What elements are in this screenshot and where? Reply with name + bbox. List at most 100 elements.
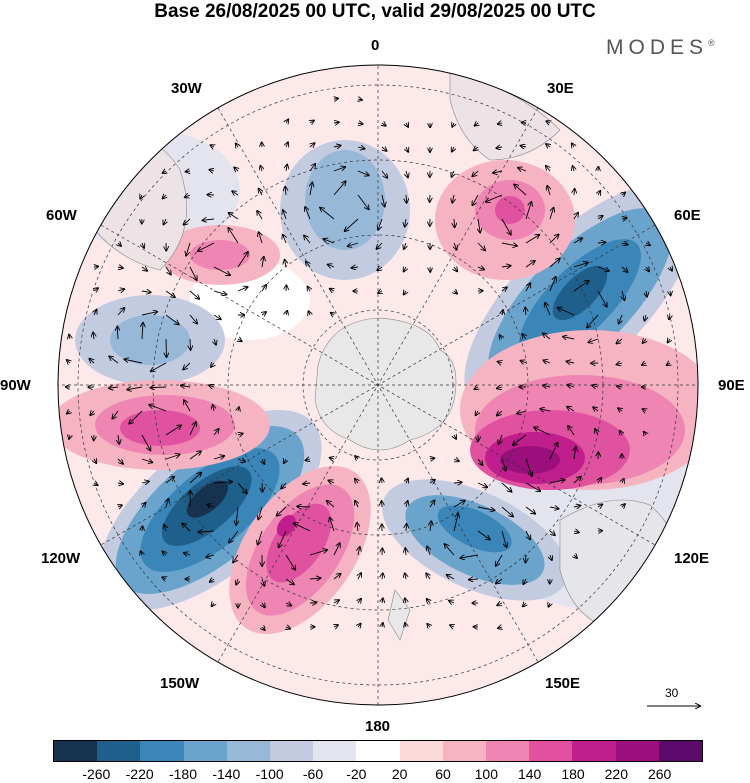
wind-arrow: [405, 218, 406, 227]
wind-arrow: [477, 267, 484, 270]
wind-arrow: [525, 283, 530, 292]
wind-arrow: [478, 458, 482, 465]
wind-arrow: [198, 242, 215, 251]
wind-arrow: [574, 213, 578, 220]
colorbar-tick-label: 140: [517, 766, 542, 782]
wind-arrow: [109, 356, 119, 364]
wind-arrow: [406, 147, 408, 152]
wind-arrow: [117, 308, 124, 316]
reference-vector: 30: [645, 686, 705, 716]
wind-arrow: [573, 477, 581, 484]
wind-arrow: [525, 202, 531, 220]
wind-arrow: [165, 290, 175, 297]
wind-arrow: [574, 531, 579, 532]
wind-arrow: [548, 603, 550, 607]
wind-arrow: [213, 482, 232, 483]
wind-arrow: [140, 195, 142, 199]
wind-arrow: [406, 478, 408, 483]
positive-anomaly-west: [58, 380, 270, 470]
wind-arrow: [355, 479, 358, 483]
wind-arrow: [521, 146, 527, 147]
wind-arrow: [166, 499, 168, 508]
wind-arrow: [236, 506, 238, 525]
wind-arrow: [238, 433, 243, 435]
wind-arrow: [260, 166, 262, 172]
wind-arrow: [597, 242, 605, 243]
wind-arrow: [309, 578, 321, 579]
wind-arrow: [622, 479, 624, 483]
wind-arrow: [377, 267, 382, 270]
wind-arrow: [493, 171, 503, 173]
colorbar-swatch: [658, 741, 703, 761]
wind-arrow: [477, 482, 487, 487]
wind-arrow: [284, 459, 286, 463]
colorbar-swatch: [615, 741, 659, 761]
wind-arrow: [358, 99, 362, 100]
wind-arrow: [558, 308, 575, 316]
wind-arrow: [469, 579, 479, 580]
wind-arrow: [213, 405, 214, 412]
wind-arrow: [117, 267, 123, 268]
wind-arrow: [670, 267, 672, 271]
lon-label-60w: 60W: [46, 207, 77, 224]
wind-arrow: [382, 623, 383, 627]
wind-arrow: [452, 123, 454, 127]
wind-arrow: [151, 362, 167, 371]
wind-arrow: [534, 427, 551, 436]
wind-arrow: [406, 123, 408, 127]
wind-arrow: [297, 506, 311, 507]
wind-arrow: [327, 501, 335, 508]
wind-arrow: [517, 411, 527, 414]
wind-arrow: [496, 578, 503, 584]
wind-arrow: [619, 314, 622, 324]
wind-arrow: [595, 429, 598, 436]
wind-arrow: [351, 267, 359, 268]
wind-arrow: [93, 332, 94, 340]
wind-arrow: [189, 451, 201, 460]
wind-arrow: [622, 192, 625, 195]
wind-arrow: [477, 530, 490, 540]
wind-arrow: [320, 208, 335, 220]
wind-arrow: [646, 290, 647, 297]
wind-arrow: [277, 506, 287, 516]
wind-arrow: [165, 314, 179, 324]
wind-arrow: [305, 207, 311, 220]
wind-arrow: [124, 359, 143, 364]
positive-anomaly-east: [460, 330, 698, 490]
wind-arrow: [430, 458, 434, 459]
wind-arrow: [186, 242, 191, 256]
wind-arrow: [382, 194, 385, 207]
wind-arrow: [210, 579, 214, 582]
wind-arrow: [404, 291, 406, 294]
wind-arrow: [616, 363, 623, 365]
wind-arrow: [94, 288, 98, 291]
wind-arrow: [669, 315, 670, 319]
wind-arrow: [587, 314, 599, 328]
wind-arrow: [426, 573, 430, 580]
wind-arrow: [189, 473, 201, 484]
wind-arrow: [323, 239, 335, 244]
lon-label-120e: 120E: [674, 550, 710, 567]
colorbar-swatch: [270, 741, 314, 761]
wind-arrow: [547, 186, 550, 196]
wind-arrow: [279, 530, 287, 547]
wind-arrow: [382, 123, 386, 126]
colorbar-tick-label: 260: [647, 766, 672, 782]
wind-arrow: [549, 507, 559, 509]
wind-arrow: [234, 167, 238, 171]
wind-arrow: [646, 267, 649, 271]
wind-arrow: [333, 543, 340, 556]
wind-arrow: [283, 235, 286, 244]
wind-arrow: [286, 627, 290, 629]
wind-arrow: [355, 456, 358, 459]
wind-arrow: [501, 506, 513, 517]
wind-arrow: [118, 243, 121, 246]
colorbar-swatch: [140, 741, 184, 761]
wind-arrow: [549, 443, 558, 460]
wind-arrow: [358, 599, 361, 603]
wind-arrow: [525, 530, 530, 539]
wind-arrow: [449, 601, 455, 603]
wind-arrow: [262, 312, 266, 315]
wind-arrow: [330, 289, 334, 291]
wind-arrow: [117, 458, 123, 464]
